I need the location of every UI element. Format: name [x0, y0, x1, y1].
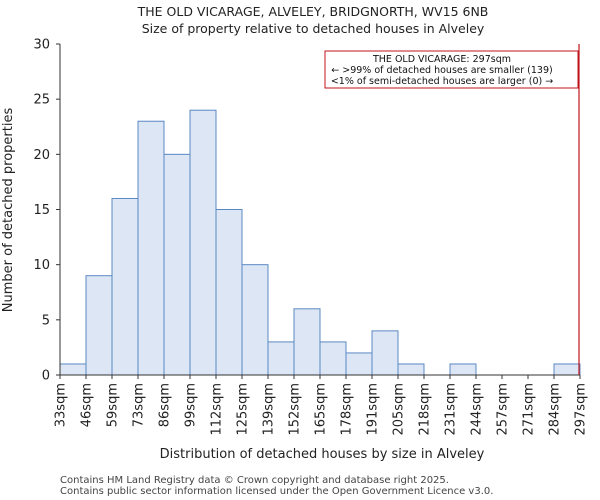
- chart-subtitle: Size of property relative to detached ho…: [142, 21, 485, 36]
- x-tick-label-46sqm: 46sqm: [80, 383, 95, 427]
- footer-line-2: Contains public sector information licen…: [60, 486, 493, 497]
- x-tick-label-297sqm: 297sqm: [574, 383, 589, 436]
- x-tick-labels: 33sqm 46sqm 59sqm 73sqm 86sqm 99sqm 112sqm 125s…: [54, 375, 589, 436]
- bar-112sqm: [215, 209, 243, 376]
- y-tick-label-30: 30: [33, 38, 50, 53]
- bar-73sqm: [137, 120, 165, 376]
- bar-284sqm: [553, 363, 581, 376]
- x-tick-label-257sqm: 257sqm: [496, 383, 511, 436]
- y-tick-labels: 0 5 10 15 20 25 30: [33, 38, 60, 384]
- y-tick-label-5: 5: [42, 313, 50, 328]
- annotation-line-2: ← >99% of detached houses are smaller (1…: [331, 65, 552, 76]
- x-tick-label-33sqm: 33sqm: [54, 383, 69, 427]
- bar-125sqm: [241, 264, 269, 376]
- x-tick-label-191sqm: 191sqm: [366, 383, 381, 436]
- bar-139sqm: [267, 341, 295, 376]
- y-tick-label-10: 10: [33, 258, 50, 273]
- y-tick-label-15: 15: [33, 203, 50, 218]
- x-tick-label-205sqm: 205sqm: [392, 383, 407, 436]
- y-tick-label-0: 0: [42, 369, 50, 384]
- chart-title: THE OLD VICARAGE, ALVELEY, BRIDGNORTH, W…: [137, 4, 489, 19]
- x-tick-label-231sqm: 231sqm: [444, 383, 459, 436]
- x-tick-label-73sqm: 73sqm: [132, 383, 147, 427]
- x-tick-label-99sqm: 99sqm: [184, 383, 199, 427]
- annotation-box: THE OLD VICARAGE: 297sqm ← >99% of detac…: [324, 50, 579, 89]
- x-tick-label-271sqm: 271sqm: [522, 383, 537, 436]
- x-tick-label-178sqm: 178sqm: [340, 383, 355, 436]
- bar-152sqm: [293, 308, 321, 376]
- x-tick-label-218sqm: 218sqm: [418, 383, 433, 436]
- annotation-line-3: <1% of semi-detached houses are larger (…: [331, 76, 553, 87]
- bar-46sqm: [85, 275, 113, 376]
- x-tick-label-125sqm: 125sqm: [236, 383, 251, 436]
- bar-33sqm: [59, 363, 87, 376]
- y-tick-label-25: 25: [33, 93, 50, 108]
- x-tick-label-139sqm: 139sqm: [262, 383, 277, 436]
- bar-231sqm: [449, 363, 477, 376]
- x-tick-label-284sqm: 284sqm: [548, 383, 563, 436]
- bar-191sqm: [371, 330, 399, 376]
- x-tick-label-152sqm: 152sqm: [288, 383, 303, 436]
- bar-205sqm: [397, 363, 425, 376]
- bar-86sqm: [163, 153, 191, 376]
- bar-59sqm: [111, 197, 139, 376]
- bar-165sqm: [319, 341, 347, 376]
- x-tick-label-59sqm: 59sqm: [106, 383, 121, 427]
- bars-group: [59, 109, 581, 376]
- footer-line-1: Contains HM Land Registry data © Crown c…: [60, 475, 449, 486]
- y-axis-label: Number of detached properties: [1, 108, 16, 313]
- x-tick-label-244sqm: 244sqm: [470, 383, 485, 436]
- bar-99sqm: [189, 109, 217, 376]
- annotation-frame: [324, 50, 579, 89]
- x-tick-label-112sqm: 112sqm: [210, 383, 225, 436]
- y-tick-label-20: 20: [33, 148, 50, 163]
- x-tick-label-165sqm: 165sqm: [314, 383, 329, 436]
- x-tick-label-86sqm: 86sqm: [158, 383, 173, 427]
- x-axis-label: Distribution of detached houses by size …: [160, 447, 485, 462]
- annotation-line-1: THE OLD VICARAGE: 297sqm: [372, 54, 511, 65]
- bar-178sqm: [345, 352, 373, 376]
